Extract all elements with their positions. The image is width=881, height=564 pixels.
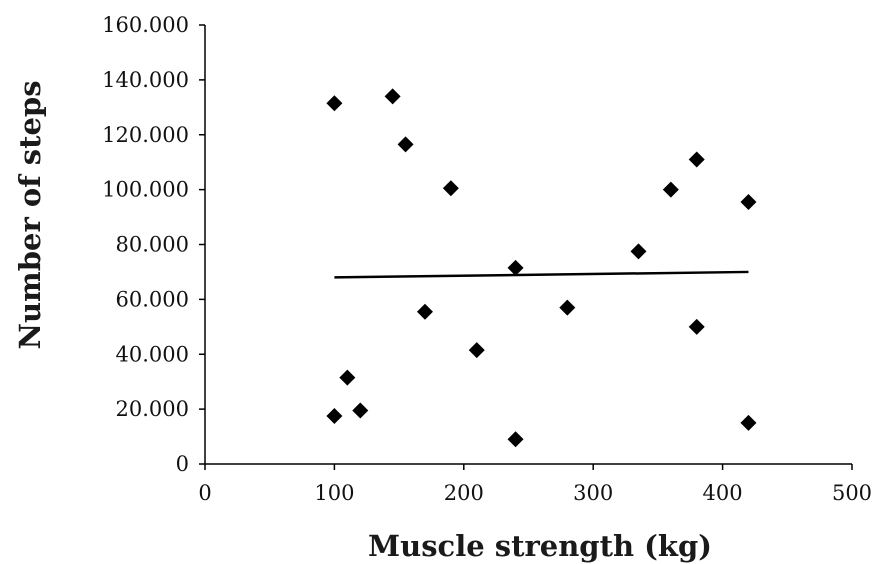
data-point [688, 318, 705, 335]
axes [204, 25, 852, 465]
trendline [334, 270, 749, 279]
data-point [688, 151, 705, 168]
data-point [397, 136, 414, 153]
data-point [662, 181, 679, 198]
data-point [740, 193, 757, 210]
x-axis-title: Muscle strength (kg) [368, 529, 712, 563]
data-points [326, 88, 757, 448]
data-point [559, 299, 576, 316]
data-point [352, 402, 369, 419]
y-axis-ticks: 0 20.000 40.000 60.000 80.000 100.000 120.000 1… [102, 13, 205, 476]
x-tick-label: 400 [703, 481, 743, 505]
data-point [416, 303, 433, 320]
data-point [740, 414, 757, 431]
data-point [384, 88, 401, 105]
y-tick-label: 60.000 [116, 287, 189, 311]
data-point [339, 369, 356, 386]
x-tick-label: 0 [198, 481, 211, 505]
y-tick-label: 120.000 [102, 123, 189, 147]
data-point [326, 95, 343, 112]
y-tick-label: 40.000 [116, 342, 189, 366]
data-point [468, 342, 485, 359]
y-tick-label: 80.000 [116, 233, 189, 257]
y-tick-label: 20.000 [116, 397, 189, 421]
x-tick-label: 500 [832, 481, 872, 505]
data-point [507, 259, 524, 276]
x-tick-label: 300 [573, 481, 613, 505]
x-tick-label: 200 [444, 481, 484, 505]
trendline-group [334, 270, 749, 279]
y-axis-title: Number of steps [13, 80, 47, 349]
data-point [630, 243, 647, 260]
y-tick-label: 140.000 [102, 68, 189, 92]
data-point [442, 180, 459, 197]
x-axis-ticks: 0 100 200 300 400 500 [198, 464, 872, 505]
data-point [507, 431, 524, 448]
y-tick-label: 160.000 [102, 13, 189, 37]
y-tick-label: 0 [176, 452, 189, 476]
y-tick-label: 100.000 [102, 178, 189, 202]
x-tick-label: 100 [314, 481, 354, 505]
data-point [326, 407, 343, 424]
